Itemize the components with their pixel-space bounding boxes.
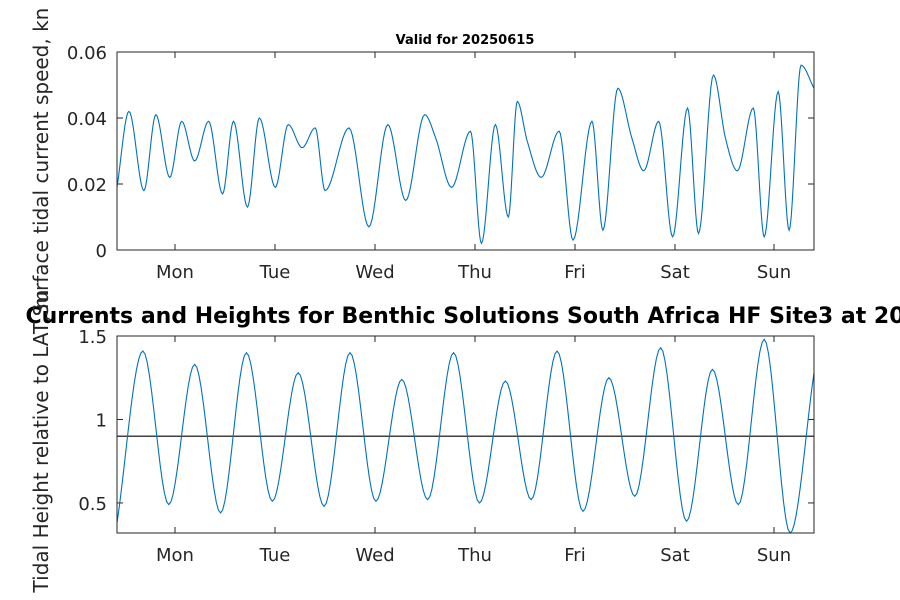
- x-tick-label-tue: Tue: [259, 545, 291, 566]
- bottom-y-axis-label: Tidal Height relative to LAT, m: [29, 290, 53, 594]
- y-tick-label: 0.06: [67, 43, 107, 64]
- y-tick-label: 0: [96, 241, 107, 262]
- x-tick-label-mon: Mon: [156, 545, 194, 566]
- y-tick-label: 0.5: [78, 494, 107, 515]
- y-tick-label: 0.04: [67, 109, 107, 130]
- x-tick-label-thu: Thu: [457, 262, 492, 283]
- bottom-axes-box: [116, 335, 815, 534]
- series-line: [116, 338, 815, 534]
- top-plot-area: [117, 52, 814, 250]
- top-y-tick-labels: 0 0.02 0.04 0.06: [67, 43, 107, 262]
- top-axes-box: [116, 51, 815, 251]
- y-tick-label: 1: [96, 410, 107, 431]
- bottom-x-tick-labels: Mon Tue Wed Thu Fri Sat Sun: [156, 545, 791, 566]
- top-x-tick-labels: Mon Tue Wed Thu Fri Sat Sun: [156, 262, 791, 283]
- bottom-series: [116, 338, 815, 534]
- bottom-y-tick-labels: 0.5 1 1.5: [78, 327, 107, 515]
- x-tick-label-fri: Fri: [564, 262, 585, 283]
- x-tick-label-wed: Wed: [355, 262, 394, 283]
- top-y-axis-label: Surface tidal current speed, kn: [29, 8, 53, 317]
- x-tick-label-thu: Thu: [457, 545, 492, 566]
- x-tick-label-mon: Mon: [156, 262, 194, 283]
- top-series: [116, 64, 815, 245]
- bottom-plot-area: [117, 336, 814, 533]
- x-tick-label-fri: Fri: [564, 545, 585, 566]
- bottom-chart-title: Currents and Heights for Benthic Solutio…: [25, 304, 900, 329]
- series-line: [116, 64, 815, 245]
- x-tick-label-sat: Sat: [660, 262, 690, 283]
- x-tick-label-sun: Sun: [757, 545, 791, 566]
- x-tick-label-tue: Tue: [259, 262, 291, 283]
- top-chart-title: Valid for 20250615: [396, 33, 535, 48]
- x-tick-label-sun: Sun: [757, 262, 791, 283]
- x-tick-label-sat: Sat: [660, 545, 690, 566]
- y-tick-label: 1.5: [78, 327, 107, 348]
- x-tick-label-wed: Wed: [355, 545, 394, 566]
- y-tick-label: 0.02: [67, 175, 107, 196]
